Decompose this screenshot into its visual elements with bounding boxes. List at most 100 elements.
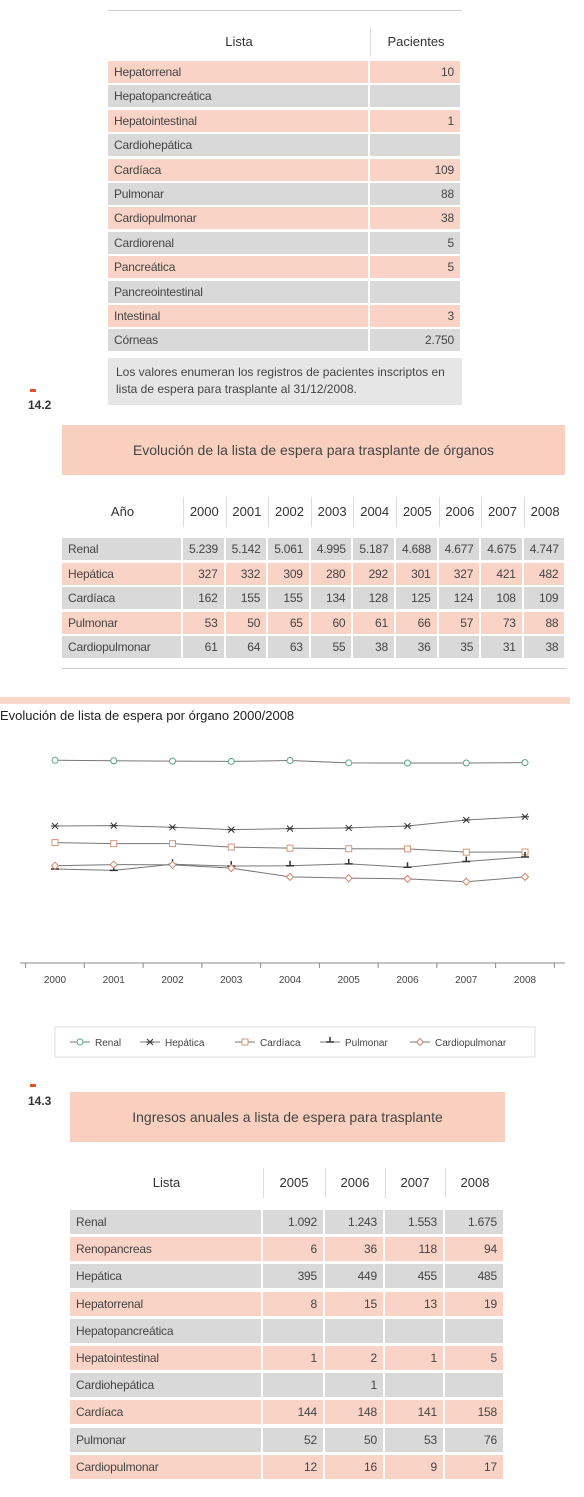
table-cell: 158 [445,1400,503,1425]
data-point [462,856,471,863]
table-cell: 65 [268,611,309,634]
table-cell [325,1318,383,1343]
data-point [227,826,236,833]
legend-label: Cardiopulmonar [435,1038,507,1049]
note: Los valores enumeran los registros de pa… [108,358,462,405]
data-point [110,840,118,848]
table-cell: 1.092 [263,1210,323,1234]
table-cell: 455 [385,1264,443,1289]
table-cell: Cardiopulmonar [108,207,368,230]
column-divider [445,1168,446,1198]
table-cell: 301 [396,562,437,585]
table-cell: 50 [325,1427,383,1452]
table-cell: 118 [385,1237,443,1262]
data-point [345,759,353,767]
section-title: Evolución de la lista de espera para tra… [62,425,565,475]
table-cell: 2 [325,1346,383,1370]
table-cell: 1.675 [445,1210,503,1234]
table-cell: 38 [523,636,565,659]
table-cell: 15 [325,1291,383,1316]
table-cell: 4.747 [523,538,565,560]
table-cell: 1 [370,109,460,132]
x-tick-label: 2006 [396,975,419,986]
data-point [168,823,177,831]
x-tick-label: 2007 [455,975,478,986]
section-marker [30,1084,36,1087]
data-point [109,822,118,829]
data-point [403,862,412,869]
x-tick-label: 2003 [220,975,243,986]
column-header: Lista [225,34,253,49]
data-point [286,825,294,832]
table-cell: 13 [385,1291,443,1316]
table-cell: 63 [268,636,309,659]
table-cell: 61 [183,636,224,659]
table-cell: 88 [523,611,565,634]
table-cell: 53 [385,1427,443,1452]
legend-label: Hepática [165,1038,205,1049]
table-cell: 66 [396,611,437,634]
table-cell: 64 [225,636,267,659]
table-cell: 5.061 [268,538,309,560]
column-header: Año [110,504,135,519]
data-point [403,822,412,830]
column-divider [225,497,227,527]
column-divider [310,497,312,527]
table-cell: 38 [370,207,460,230]
column-divider [385,1168,386,1198]
table-cell: 327 [183,562,224,585]
table-cell: Hepatorrenal [70,1291,261,1316]
column-header: 2000 [189,504,219,519]
table-cell [370,280,460,303]
table-cell [445,1373,503,1398]
data-point [227,757,235,765]
table-cell: Hepática [70,1264,261,1289]
table-cell: 57 [438,611,480,634]
data-point [403,874,412,884]
data-point [110,757,118,765]
table-cell: Intestinal [108,305,368,327]
table-cell: 141 [385,1400,443,1425]
column-header: 2004 [360,504,390,519]
data-point [521,759,529,767]
table-cell: 36 [396,636,437,659]
table-cell: 155 [268,587,309,610]
table-cell: 73 [481,611,522,634]
table-cell: Renal [62,538,181,560]
table-cell: 19 [445,1291,503,1316]
column-divider [268,497,270,527]
data-point [462,759,470,767]
data-point [51,839,59,847]
table-cell [385,1373,443,1398]
data-point [345,845,353,853]
data-point [227,863,236,873]
legend-label: Renal [95,1038,121,1049]
data-point [344,858,353,865]
column-divider [370,28,371,56]
table-cell: 61 [353,611,394,634]
table-cell: 108 [481,587,522,610]
legend-marker [146,1038,154,1046]
data-point [169,757,176,765]
table-cell: 109 [370,158,460,181]
table-cell: 449 [325,1264,383,1289]
table-cell [263,1373,323,1398]
table-cell: Hepatorrenal [108,61,368,83]
column-header: 2002 [275,504,304,519]
data-point [50,861,60,870]
x-tick-label: 2001 [103,975,126,986]
table-cell [370,85,460,108]
column-header: Lista [152,1175,181,1190]
table-cell: 53 [183,611,224,634]
table-cell: 76 [445,1427,503,1452]
table-cell: Renal [70,1210,261,1234]
data-point [521,852,529,858]
table-cell: Cardiopulmonar [62,636,181,659]
x-tick-label: 2002 [161,975,184,986]
data-point [462,816,471,824]
legend-marker [326,1037,334,1043]
table-cell: 5.187 [353,538,394,560]
data-point [520,872,530,882]
data-point [286,757,294,765]
table-cell: 9 [385,1454,443,1479]
